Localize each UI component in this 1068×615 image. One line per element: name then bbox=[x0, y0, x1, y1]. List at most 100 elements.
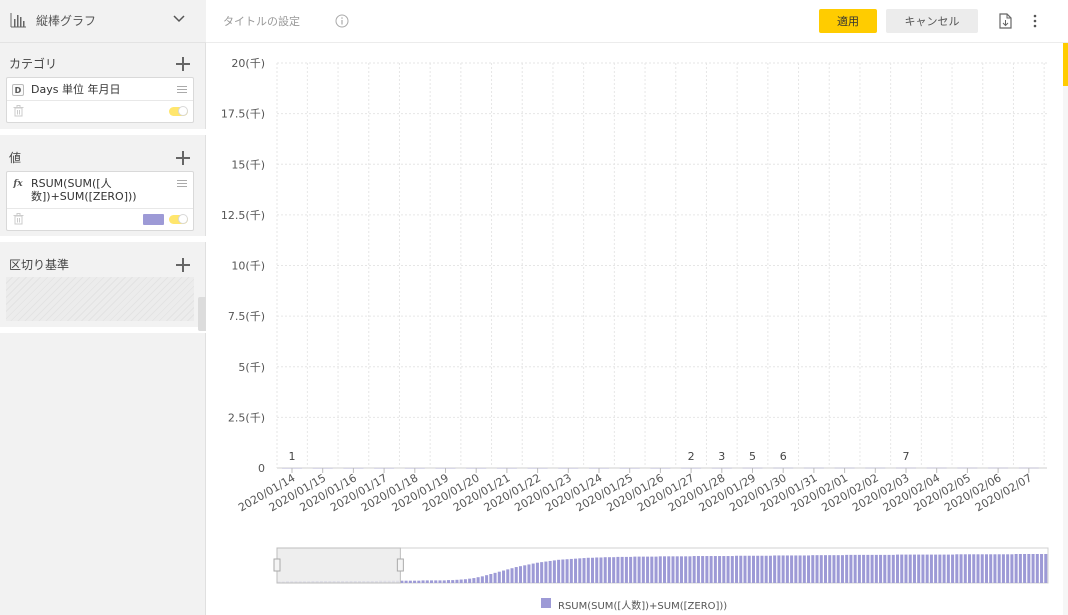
overview-bar bbox=[506, 569, 510, 583]
overview-bar bbox=[425, 580, 429, 583]
overview-bar bbox=[650, 556, 654, 583]
chart-type-selector[interactable]: 縦棒グラフ bbox=[0, 0, 206, 43]
cancel-button[interactable]: キャンセル bbox=[886, 9, 978, 33]
overview-bar bbox=[1010, 554, 1014, 583]
value-section-label: 値 bbox=[9, 151, 22, 165]
overview-bar bbox=[904, 554, 908, 583]
overview-bar bbox=[518, 566, 523, 583]
overview-bar bbox=[696, 556, 700, 583]
editor-toolbar: タイトルの設定 適用 キャンセル bbox=[206, 0, 1068, 43]
overview-bar bbox=[569, 558, 573, 583]
overview-bar bbox=[430, 580, 434, 583]
overview-bar bbox=[705, 556, 709, 583]
overview-bar bbox=[713, 556, 717, 583]
y-tick-label: 10(千) bbox=[231, 260, 265, 273]
data-label: 3 bbox=[718, 450, 725, 463]
overview-left-handle[interactable] bbox=[273, 558, 281, 572]
overview-bar bbox=[747, 555, 751, 583]
drag-handle-icon[interactable] bbox=[177, 86, 187, 93]
overview-bar bbox=[578, 558, 582, 583]
overview-selection-window[interactable] bbox=[276, 547, 401, 584]
breakdown-drop-zone[interactable] bbox=[6, 277, 194, 321]
overview-bar bbox=[777, 555, 781, 583]
overview-bar bbox=[972, 554, 976, 583]
category-field-name: Days 単位 年月日 bbox=[31, 83, 121, 96]
overview-bar bbox=[921, 554, 925, 583]
overview-bar bbox=[472, 578, 476, 583]
overview-bar bbox=[807, 555, 811, 583]
overview-bar bbox=[684, 556, 688, 583]
y-tick-label: 12.5(千) bbox=[221, 209, 265, 222]
overview-bar bbox=[561, 559, 565, 583]
column-chart: 0 2.5(千) 5(千) 7.5(千) 10(千) 12.5(千) 15(千) 17.5(千… bbox=[221, 57, 1049, 584]
add-value-plus-icon[interactable] bbox=[176, 151, 190, 165]
overview-bar bbox=[760, 555, 764, 583]
y-tick-label: 5(千) bbox=[238, 361, 265, 374]
overview-bar bbox=[1023, 554, 1027, 583]
overview-bar bbox=[531, 563, 535, 583]
overview-bar bbox=[955, 554, 959, 583]
overview-bar bbox=[1018, 554, 1022, 583]
overview-bar bbox=[874, 554, 878, 583]
overview-bar bbox=[641, 556, 645, 583]
overview-bar bbox=[688, 556, 692, 583]
overview-bar bbox=[446, 580, 450, 583]
info-icon[interactable] bbox=[335, 14, 349, 28]
overview-bar bbox=[735, 555, 739, 583]
sidebar-collapse-handle[interactable] bbox=[198, 297, 206, 331]
overview-bar bbox=[751, 555, 755, 583]
overview-bar bbox=[709, 556, 713, 583]
overview-bar bbox=[480, 576, 484, 583]
bar-chart-icon bbox=[10, 13, 26, 28]
chevron-down-icon[interactable] bbox=[173, 15, 185, 23]
apply-button[interactable]: 適用 bbox=[819, 9, 877, 33]
overview-bar bbox=[557, 559, 561, 583]
overview-bar bbox=[836, 555, 840, 583]
category-toggle[interactable] bbox=[169, 106, 188, 116]
value-toggle[interactable] bbox=[169, 214, 188, 224]
overview-bar bbox=[959, 554, 963, 583]
date-type-badge: D bbox=[12, 84, 24, 96]
trash-icon[interactable] bbox=[13, 105, 24, 117]
overview-bar bbox=[811, 555, 815, 583]
overview-bar bbox=[544, 561, 548, 583]
more-options-icon[interactable] bbox=[1032, 14, 1038, 28]
overview-bar bbox=[485, 575, 489, 583]
overview-bar bbox=[489, 574, 493, 583]
overview-bar bbox=[434, 580, 438, 583]
overview-bar bbox=[493, 572, 497, 583]
scrollbar-thumb[interactable] bbox=[1063, 43, 1068, 86]
overview-bar bbox=[408, 580, 412, 583]
formula-type-badge: fx bbox=[13, 179, 23, 189]
y-tick-label: 20(千) bbox=[231, 57, 265, 70]
overview-bar bbox=[900, 554, 904, 583]
overview-bar bbox=[527, 564, 531, 583]
breakdown-section-label: 区切り基準 bbox=[9, 258, 70, 272]
overview-bar bbox=[646, 556, 650, 583]
trash-icon[interactable] bbox=[13, 213, 24, 225]
category-field-card[interactable]: D Days 単位 年月日 bbox=[6, 77, 194, 123]
overview-bar bbox=[595, 557, 599, 583]
range-overview[interactable] bbox=[273, 547, 1049, 584]
chart-type-label: 縦棒グラフ bbox=[36, 14, 97, 28]
overview-bar bbox=[497, 571, 501, 583]
export-file-icon[interactable] bbox=[999, 13, 1012, 29]
overview-bar bbox=[586, 557, 590, 583]
drag-handle-icon[interactable] bbox=[177, 180, 187, 187]
vertical-scrollbar[interactable] bbox=[1063, 43, 1068, 615]
add-category-plus-icon[interactable] bbox=[176, 57, 190, 71]
add-breakdown-plus-icon[interactable] bbox=[176, 258, 190, 272]
title-setting-field[interactable]: タイトルの設定 bbox=[223, 15, 300, 28]
overview-bar bbox=[523, 565, 527, 583]
overview-bar bbox=[912, 554, 916, 583]
data-label: 1 bbox=[289, 450, 296, 463]
overview-bar bbox=[637, 556, 641, 583]
overview-bar bbox=[946, 554, 950, 583]
overview-bar bbox=[781, 555, 785, 583]
overview-bar bbox=[866, 554, 870, 583]
series-color-swatch[interactable] bbox=[143, 214, 164, 225]
value-field-card[interactable]: fx RSUM(SUM([人 数])+SUM([ZERO])) bbox=[6, 171, 194, 231]
field-settings-sidebar: 縦棒グラフ カテゴリ D Days 単位 年月日 値 fx bbox=[0, 0, 206, 615]
overview-bar bbox=[421, 580, 425, 583]
overview-right-handle[interactable] bbox=[396, 558, 404, 572]
